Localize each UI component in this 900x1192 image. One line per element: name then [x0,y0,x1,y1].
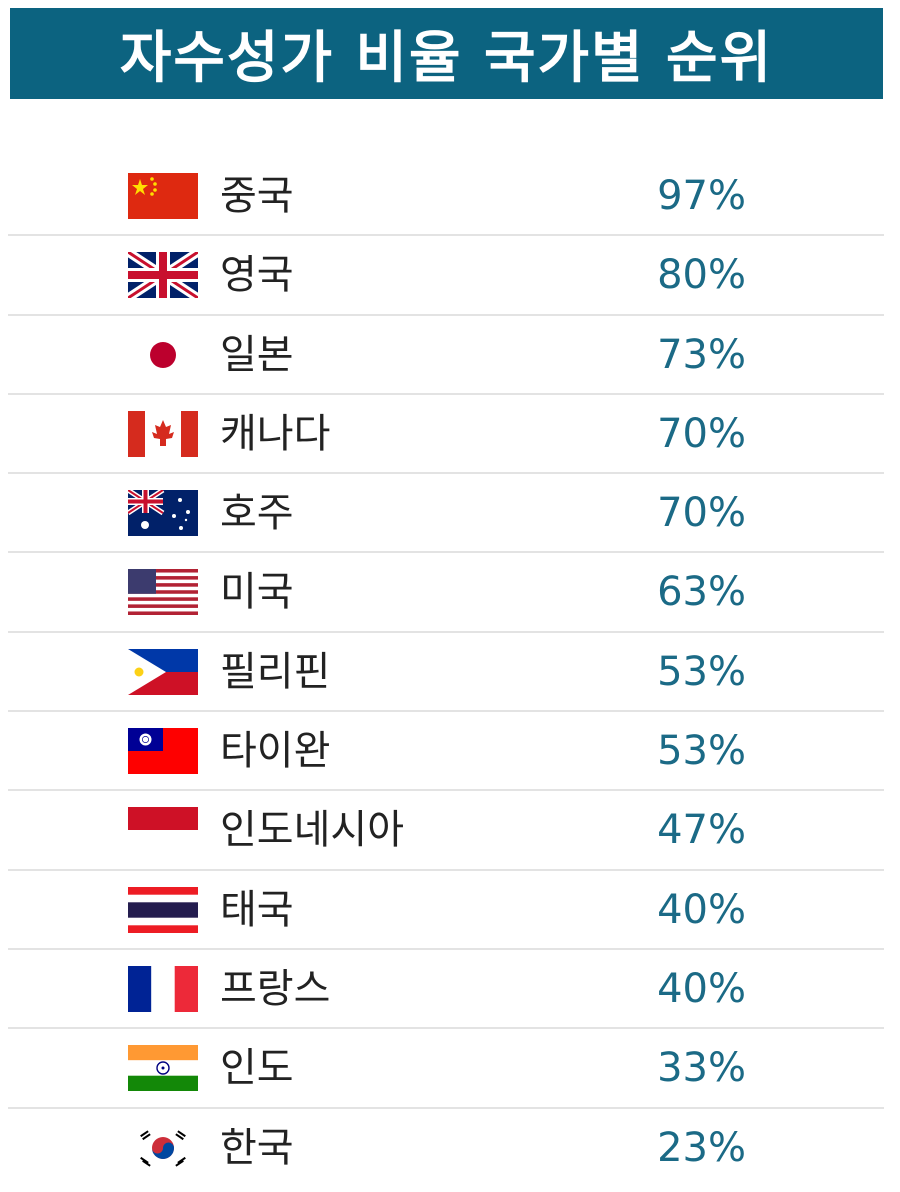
percent-value: 23% [657,1124,746,1171]
list-item: 일본 73% [8,316,884,395]
france-flag-icon [128,965,198,1012]
list-item: 영국 80% [8,236,884,316]
usa-flag-icon [128,569,198,616]
percent-value: 33% [657,1045,746,1092]
list-item: 캐나다 70% [8,395,884,475]
australia-flag-icon [128,490,198,537]
canada-flag-icon [128,410,198,457]
list-item: 필리핀 53% [8,633,884,713]
country-name: 타이완 [220,728,331,775]
percent-value: 53% [657,648,746,695]
percent-value: 40% [657,886,746,933]
page-title: 자수성가 비율 국가별 순위 [119,26,774,91]
percent-value: 47% [657,807,746,854]
indonesia-flag-icon [128,807,198,854]
list-item: 인도네시아 47% [8,791,884,871]
india-flag-icon [128,1045,198,1092]
list-item: 호주 70% [8,474,884,554]
country-name: 미국 [220,569,294,616]
list-item: 미국 63% [8,553,884,633]
country-name: 프랑스 [220,965,331,1012]
percent-value: 70% [657,490,746,537]
list-item: 인도 33% [8,1029,884,1109]
country-name: 태국 [220,886,294,933]
percent-value: 70% [657,410,746,457]
list-item: 중국 97% [8,157,884,237]
percent-value: 80% [657,252,746,299]
country-name: 일본 [220,331,294,378]
percent-value: 53% [657,728,746,775]
percent-value: 97% [657,173,746,219]
list-item: 태국 40% [8,871,884,950]
korea-flag-icon [128,1124,198,1171]
percent-value: 40% [657,965,746,1012]
country-name: 영국 [220,252,294,299]
country-name: 필리핀 [220,648,331,695]
ranking-list: 중국 97% 영국 80% 일본 73% [8,157,884,1188]
country-name: 캐나다 [220,410,331,457]
country-name: 호주 [220,490,294,537]
country-name: 한국 [220,1124,294,1171]
percent-value: 73% [657,331,746,378]
country-name: 인도네시아 [220,807,404,854]
list-item: 프랑스 40% [8,950,884,1030]
country-name: 인도 [220,1045,294,1092]
list-item: 한국 23% [8,1109,884,1188]
title-bar: 자수성가 비율 국가별 순위 [10,8,883,99]
country-name: 중국 [220,173,294,219]
japan-flag-icon [128,331,198,378]
taiwan-flag-icon [128,728,198,775]
list-item: 타이완 53% [8,712,884,792]
china-flag-icon [128,173,198,219]
philippines-flag-icon [128,648,198,695]
percent-value: 63% [657,569,746,616]
thailand-flag-icon [128,886,198,933]
uk-flag-icon [128,252,198,299]
